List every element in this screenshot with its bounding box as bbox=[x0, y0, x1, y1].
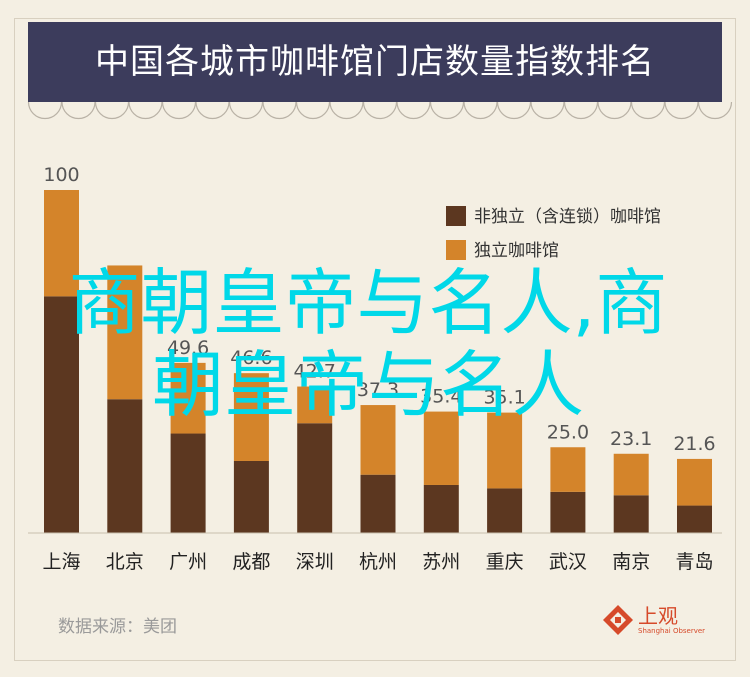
scallop-arc bbox=[228, 101, 264, 120]
bar-independent-南京 bbox=[613, 453, 649, 496]
category-label-杭州: 杭州 bbox=[359, 551, 397, 573]
overlay-line-1: 商朝皇帝与名人,商 bbox=[68, 261, 668, 345]
bar-non-independent-成都 bbox=[233, 460, 269, 533]
scallop-arc bbox=[429, 101, 465, 120]
total-label-上海: 100 bbox=[43, 164, 79, 186]
scallop-arc bbox=[630, 101, 666, 120]
scallop-arc bbox=[329, 101, 364, 120]
scallop-arc bbox=[161, 101, 197, 120]
total-label-南京: 23.1 bbox=[610, 428, 652, 450]
scallop-arc bbox=[128, 101, 163, 120]
bar-non-independent-上海 bbox=[44, 296, 79, 533]
category-label-南京: 南京 bbox=[612, 551, 650, 573]
bar-non-independent-深圳 bbox=[297, 423, 333, 533]
total-label-广州: 49.6 bbox=[167, 337, 209, 359]
scallop-arc bbox=[295, 101, 331, 120]
scallop-arc bbox=[396, 101, 431, 120]
bar-independent-重庆 bbox=[487, 412, 523, 489]
category-label-广州: 广州 bbox=[169, 551, 207, 573]
legend-label-independent: 独立咖啡馆 bbox=[474, 241, 559, 261]
category-label-北京: 北京 bbox=[106, 551, 144, 573]
category-labels-group: 上海 北京 广州 成都 深圳 杭州 苏州 重庆 武汉 南京 青岛 bbox=[42, 551, 713, 573]
legend-swatch-non-independent bbox=[446, 206, 466, 226]
value-labels-group: 100 49.6 46.6 42.7 37.3 35.4 35.1 25.0 23.1 21.6 bbox=[43, 164, 715, 455]
category-label-武汉: 武汉 bbox=[549, 551, 587, 573]
bar-independent-北京 bbox=[107, 265, 143, 400]
total-label-重庆: 35.1 bbox=[483, 387, 525, 409]
total-label-杭州: 37.3 bbox=[357, 379, 399, 401]
category-label-青岛: 青岛 bbox=[675, 551, 713, 573]
bar-independent-杭州 bbox=[360, 405, 396, 475]
bar-non-independent-南京 bbox=[613, 495, 649, 533]
scallop-arc bbox=[563, 101, 599, 120]
shanghai-observer-logo: 上观 Shanghai Observer bbox=[602, 600, 705, 644]
bar-independent-苏州 bbox=[423, 411, 459, 485]
bar-independent-武汉 bbox=[550, 447, 586, 492]
legend: 非独立（含连锁）咖啡馆 独立咖啡馆 bbox=[446, 206, 661, 261]
scallop-arc bbox=[530, 101, 565, 120]
bar-non-independent-苏州 bbox=[423, 484, 459, 533]
scallop-arc bbox=[496, 101, 532, 120]
bar-non-independent-北京 bbox=[107, 399, 143, 533]
bars-group bbox=[44, 190, 712, 533]
bar-independent-成都 bbox=[233, 373, 269, 461]
bar-non-independent-广州 bbox=[170, 433, 206, 533]
total-label-青岛: 21.6 bbox=[673, 433, 715, 455]
logo-name: 上观 bbox=[638, 604, 678, 628]
scallop-border bbox=[27, 101, 733, 120]
title-bar: 中国各城市咖啡馆门店数量指数排名 bbox=[28, 22, 722, 102]
logo-subtitle: Shanghai Observer bbox=[638, 627, 706, 635]
bar-independent-青岛 bbox=[677, 458, 712, 506]
bar-non-independent-武汉 bbox=[550, 491, 586, 533]
scallop-arc bbox=[664, 101, 699, 120]
logo-icon bbox=[603, 605, 633, 635]
bar-independent-上海 bbox=[44, 190, 79, 297]
overlay-watermark-text: 商朝皇帝与名人,商 朝皇帝与名人 bbox=[8, 262, 728, 426]
category-label-上海: 上海 bbox=[42, 551, 80, 573]
legend-label-non-independent: 非独立（含连锁）咖啡馆 bbox=[474, 207, 661, 227]
category-label-重庆: 重庆 bbox=[486, 551, 524, 573]
scallop-arc bbox=[262, 101, 297, 120]
scallop-arc bbox=[362, 101, 398, 120]
category-label-深圳: 深圳 bbox=[296, 551, 334, 573]
scallop-arc bbox=[195, 101, 230, 120]
scallop-arc bbox=[463, 101, 498, 120]
scallop-arc bbox=[27, 101, 63, 120]
bar-non-independent-杭州 bbox=[360, 474, 396, 533]
overlay-line-2: 朝皇帝与名人 bbox=[151, 343, 584, 427]
chart-title: 中国各城市咖啡馆门店数量指数排名 bbox=[95, 42, 655, 82]
scallop-arc bbox=[94, 101, 130, 120]
bar-non-independent-青岛 bbox=[677, 505, 712, 533]
category-label-成都: 成都 bbox=[232, 551, 270, 573]
total-label-苏州: 35.4 bbox=[420, 386, 462, 408]
total-label-武汉: 25.0 bbox=[547, 421, 589, 443]
source-note: 数据来源：美团 bbox=[58, 617, 177, 637]
bar-non-independent-重庆 bbox=[487, 488, 523, 533]
legend-swatch-independent bbox=[446, 240, 466, 260]
category-label-苏州: 苏州 bbox=[422, 551, 460, 573]
total-label-深圳: 42.7 bbox=[294, 361, 336, 383]
scallop-arc bbox=[61, 101, 96, 120]
bar-independent-深圳 bbox=[297, 386, 333, 424]
scallop-arc bbox=[697, 101, 733, 120]
total-label-成都: 46.6 bbox=[230, 347, 272, 369]
scallop-arc bbox=[597, 101, 632, 120]
bar-independent-广州 bbox=[170, 362, 206, 434]
